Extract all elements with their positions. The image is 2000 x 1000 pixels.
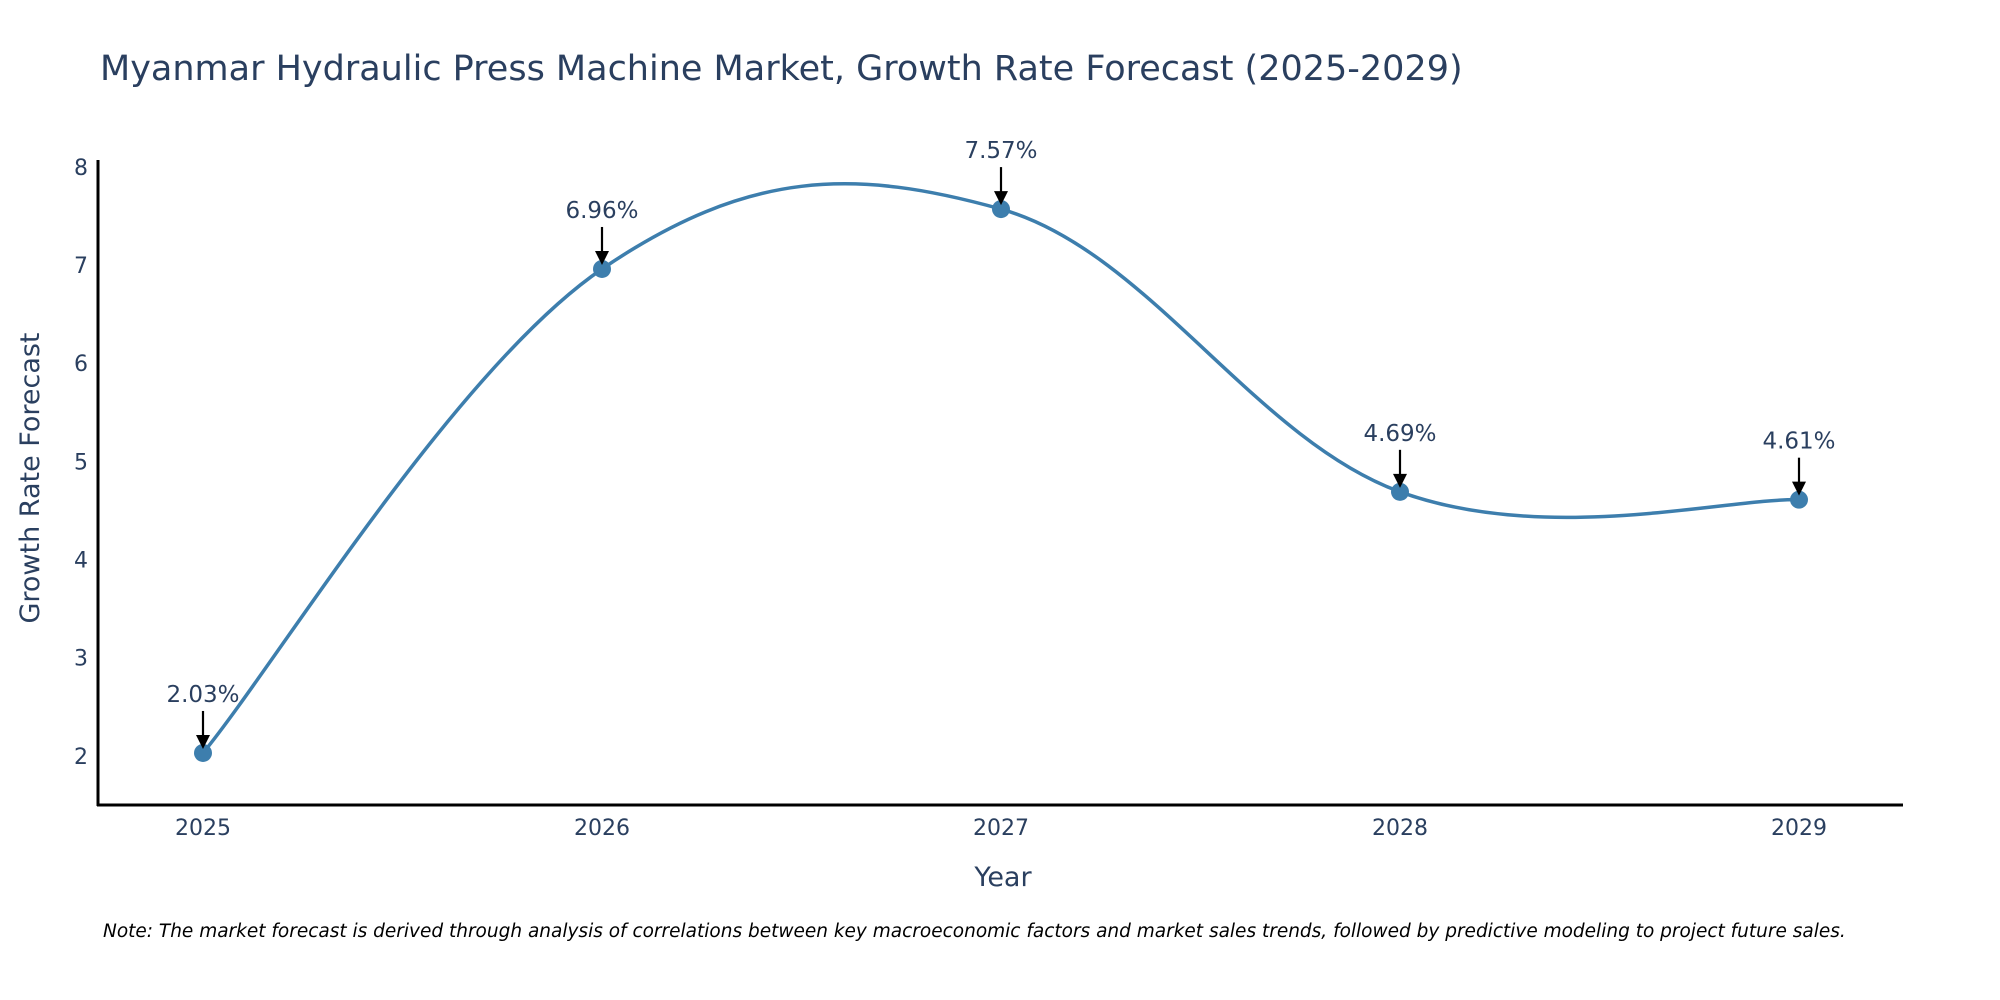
data-label: 2.03%	[166, 682, 239, 708]
footnote: Note: The market forecast is derived thr…	[103, 921, 1846, 942]
y-tick-label: 5	[74, 450, 88, 475]
annotation-arrow-head	[994, 191, 1008, 206]
y-tick-label: 8	[74, 156, 88, 181]
x-tick-labels: 2025 2026 2027 2028 2029	[175, 816, 1827, 841]
data-point[interactable]	[1391, 482, 1409, 501]
data-point[interactable]	[194, 743, 212, 762]
data-point[interactable]	[992, 200, 1010, 219]
y-tick-label: 7	[74, 254, 88, 279]
x-tick-label: 2026	[574, 816, 630, 841]
y-axis-title: Growth Rate Forecast	[15, 332, 46, 623]
annotation-arrow-head	[1393, 473, 1407, 488]
annotation-arrow-head	[1792, 481, 1806, 496]
y-tick-label: 6	[74, 352, 88, 377]
data-label: 4.69%	[1363, 421, 1436, 447]
chart-title: Myanmar Hydraulic Press Machine Market, …	[100, 49, 1463, 89]
annotation-arrow-head	[196, 734, 210, 749]
series-growth-rate	[194, 182, 1808, 762]
x-axis-title: Year	[973, 862, 1032, 893]
y-tick-labels: 2 3 4 5 6 7 8	[74, 156, 88, 770]
data-label: 4.61%	[1762, 429, 1835, 455]
data-annotations: 2.03% 6.96% 7.57% 4.69% 4.61%	[166, 138, 1836, 749]
x-tick-label: 2029	[1771, 816, 1827, 841]
x-tick-label: 2028	[1372, 816, 1428, 841]
series-line	[201, 182, 1801, 755]
data-label: 7.57%	[964, 138, 1037, 164]
y-tick-label: 2	[74, 745, 88, 770]
data-point[interactable]	[593, 259, 611, 278]
y-tick-label: 3	[74, 647, 88, 672]
data-label: 6.96%	[565, 198, 638, 224]
annotation-arrow-head	[595, 250, 609, 265]
axes	[96, 160, 1903, 807]
y-tick-label: 4	[74, 549, 88, 574]
data-point[interactable]	[1790, 490, 1808, 509]
x-tick-label: 2027	[973, 816, 1029, 841]
x-tick-label: 2025	[175, 816, 231, 841]
